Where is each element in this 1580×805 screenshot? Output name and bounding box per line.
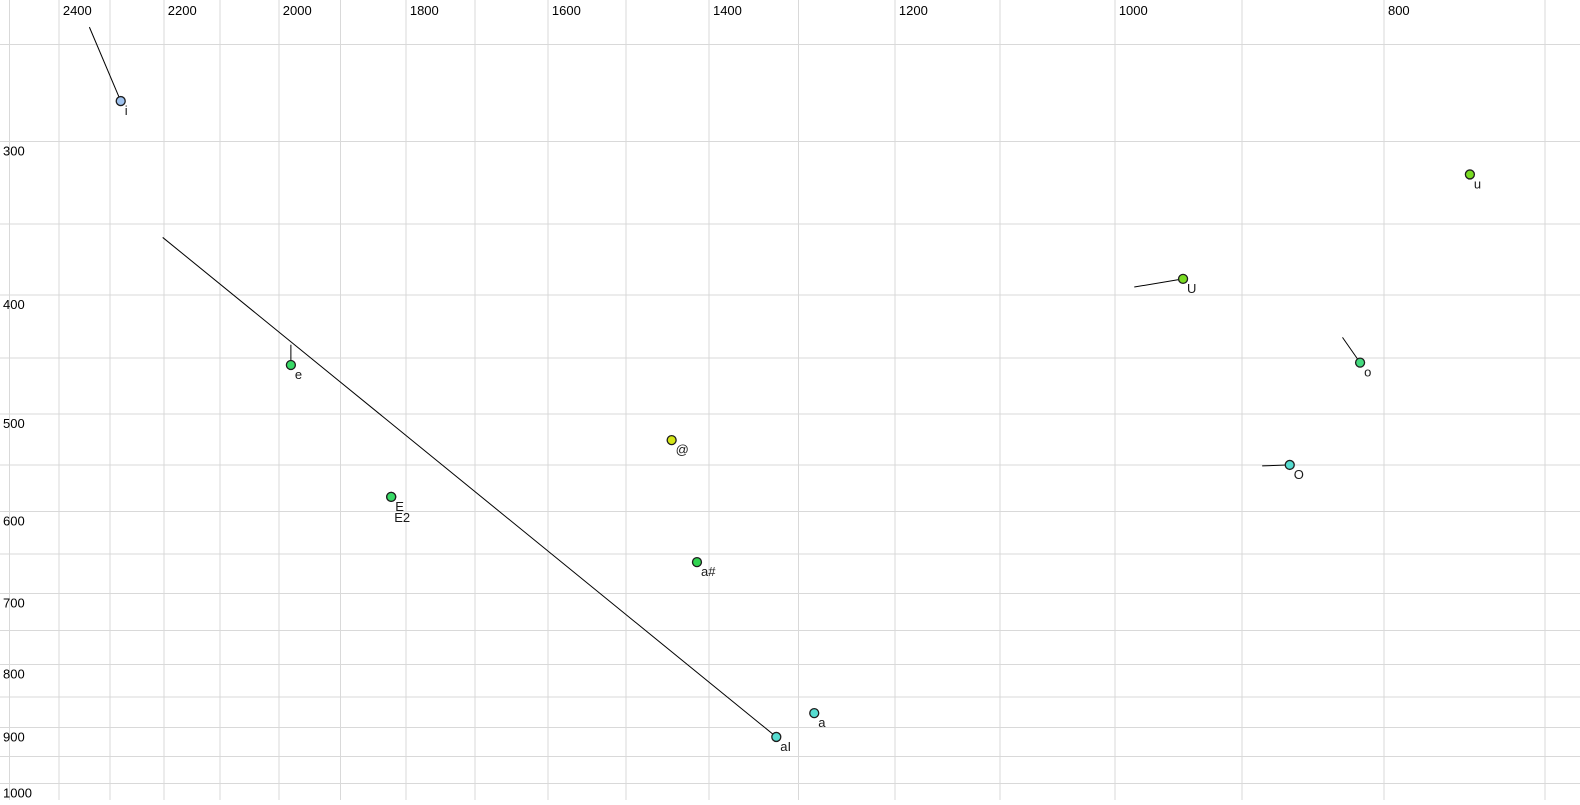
y-tick-label: 900 xyxy=(3,730,25,745)
vowel-point-e[interactable] xyxy=(285,359,297,371)
vowel-point-o[interactable] xyxy=(1354,357,1366,368)
vowel-point-aI[interactable] xyxy=(771,731,782,743)
formant-trajectory-line xyxy=(88,26,122,102)
y-tick-label: 600 xyxy=(3,513,25,528)
vowel-point-label-o: o xyxy=(1364,365,1371,380)
vowel-point-u[interactable] xyxy=(1464,169,1476,180)
formant-trajectory-line xyxy=(162,237,777,738)
vowel-point-label-u: u xyxy=(1474,176,1481,191)
y-tick-label: 400 xyxy=(3,297,25,312)
data-points: i u Uo Oe @ EE2 a# a aI xyxy=(115,95,1481,754)
vowel-point-label-i: i xyxy=(125,103,128,118)
vowel-point-label-a#: a# xyxy=(701,564,716,579)
x-tick-label: 1800 xyxy=(410,3,439,18)
vowel-point-label-e: e xyxy=(295,367,302,382)
vowel-point-@[interactable] xyxy=(666,434,677,446)
vowel-point-label-E: E xyxy=(395,499,404,514)
y-tick-label: 500 xyxy=(3,416,25,431)
x-tick-label: 1200 xyxy=(899,3,928,18)
vowel-point-label-@: @ xyxy=(676,442,689,457)
x-tick-label: 1000 xyxy=(1119,3,1148,18)
vowel-point-a#[interactable] xyxy=(691,556,703,568)
y-tick-label: 800 xyxy=(3,667,25,682)
vowel-point-label-a: a xyxy=(818,715,826,730)
vowel-point-label-E2: E2 xyxy=(394,510,410,525)
axis-labels: 2400 2200 2000 1800 1600 1400 1200 1000 800 300 40… xyxy=(3,3,1410,801)
vowel-point-O[interactable] xyxy=(1284,459,1295,471)
vowel-point-label-U: U xyxy=(1187,281,1196,296)
vowel-point-U[interactable] xyxy=(1177,273,1189,285)
x-tick-label: 2200 xyxy=(168,3,197,18)
vowel-point-i[interactable] xyxy=(115,95,126,107)
vowel-point-E2[interactable] xyxy=(386,491,397,503)
x-tick-label: 2000 xyxy=(283,3,312,18)
y-tick-label: 1000 xyxy=(3,786,32,800)
vowel-point-label-O: O xyxy=(1294,467,1304,482)
x-tick-label: 2400 xyxy=(63,3,92,18)
x-tick-label: 1400 xyxy=(713,3,742,18)
y-tick-label: 700 xyxy=(3,596,25,611)
vowel-point-label-aI: aI xyxy=(780,739,791,754)
y-tick-label: 300 xyxy=(3,144,25,159)
formant-trajectory-line xyxy=(1134,278,1184,288)
x-tick-label: 1600 xyxy=(552,3,581,18)
x-tick-label: 800 xyxy=(1388,3,1410,18)
vowel-point-a[interactable] xyxy=(809,707,820,719)
